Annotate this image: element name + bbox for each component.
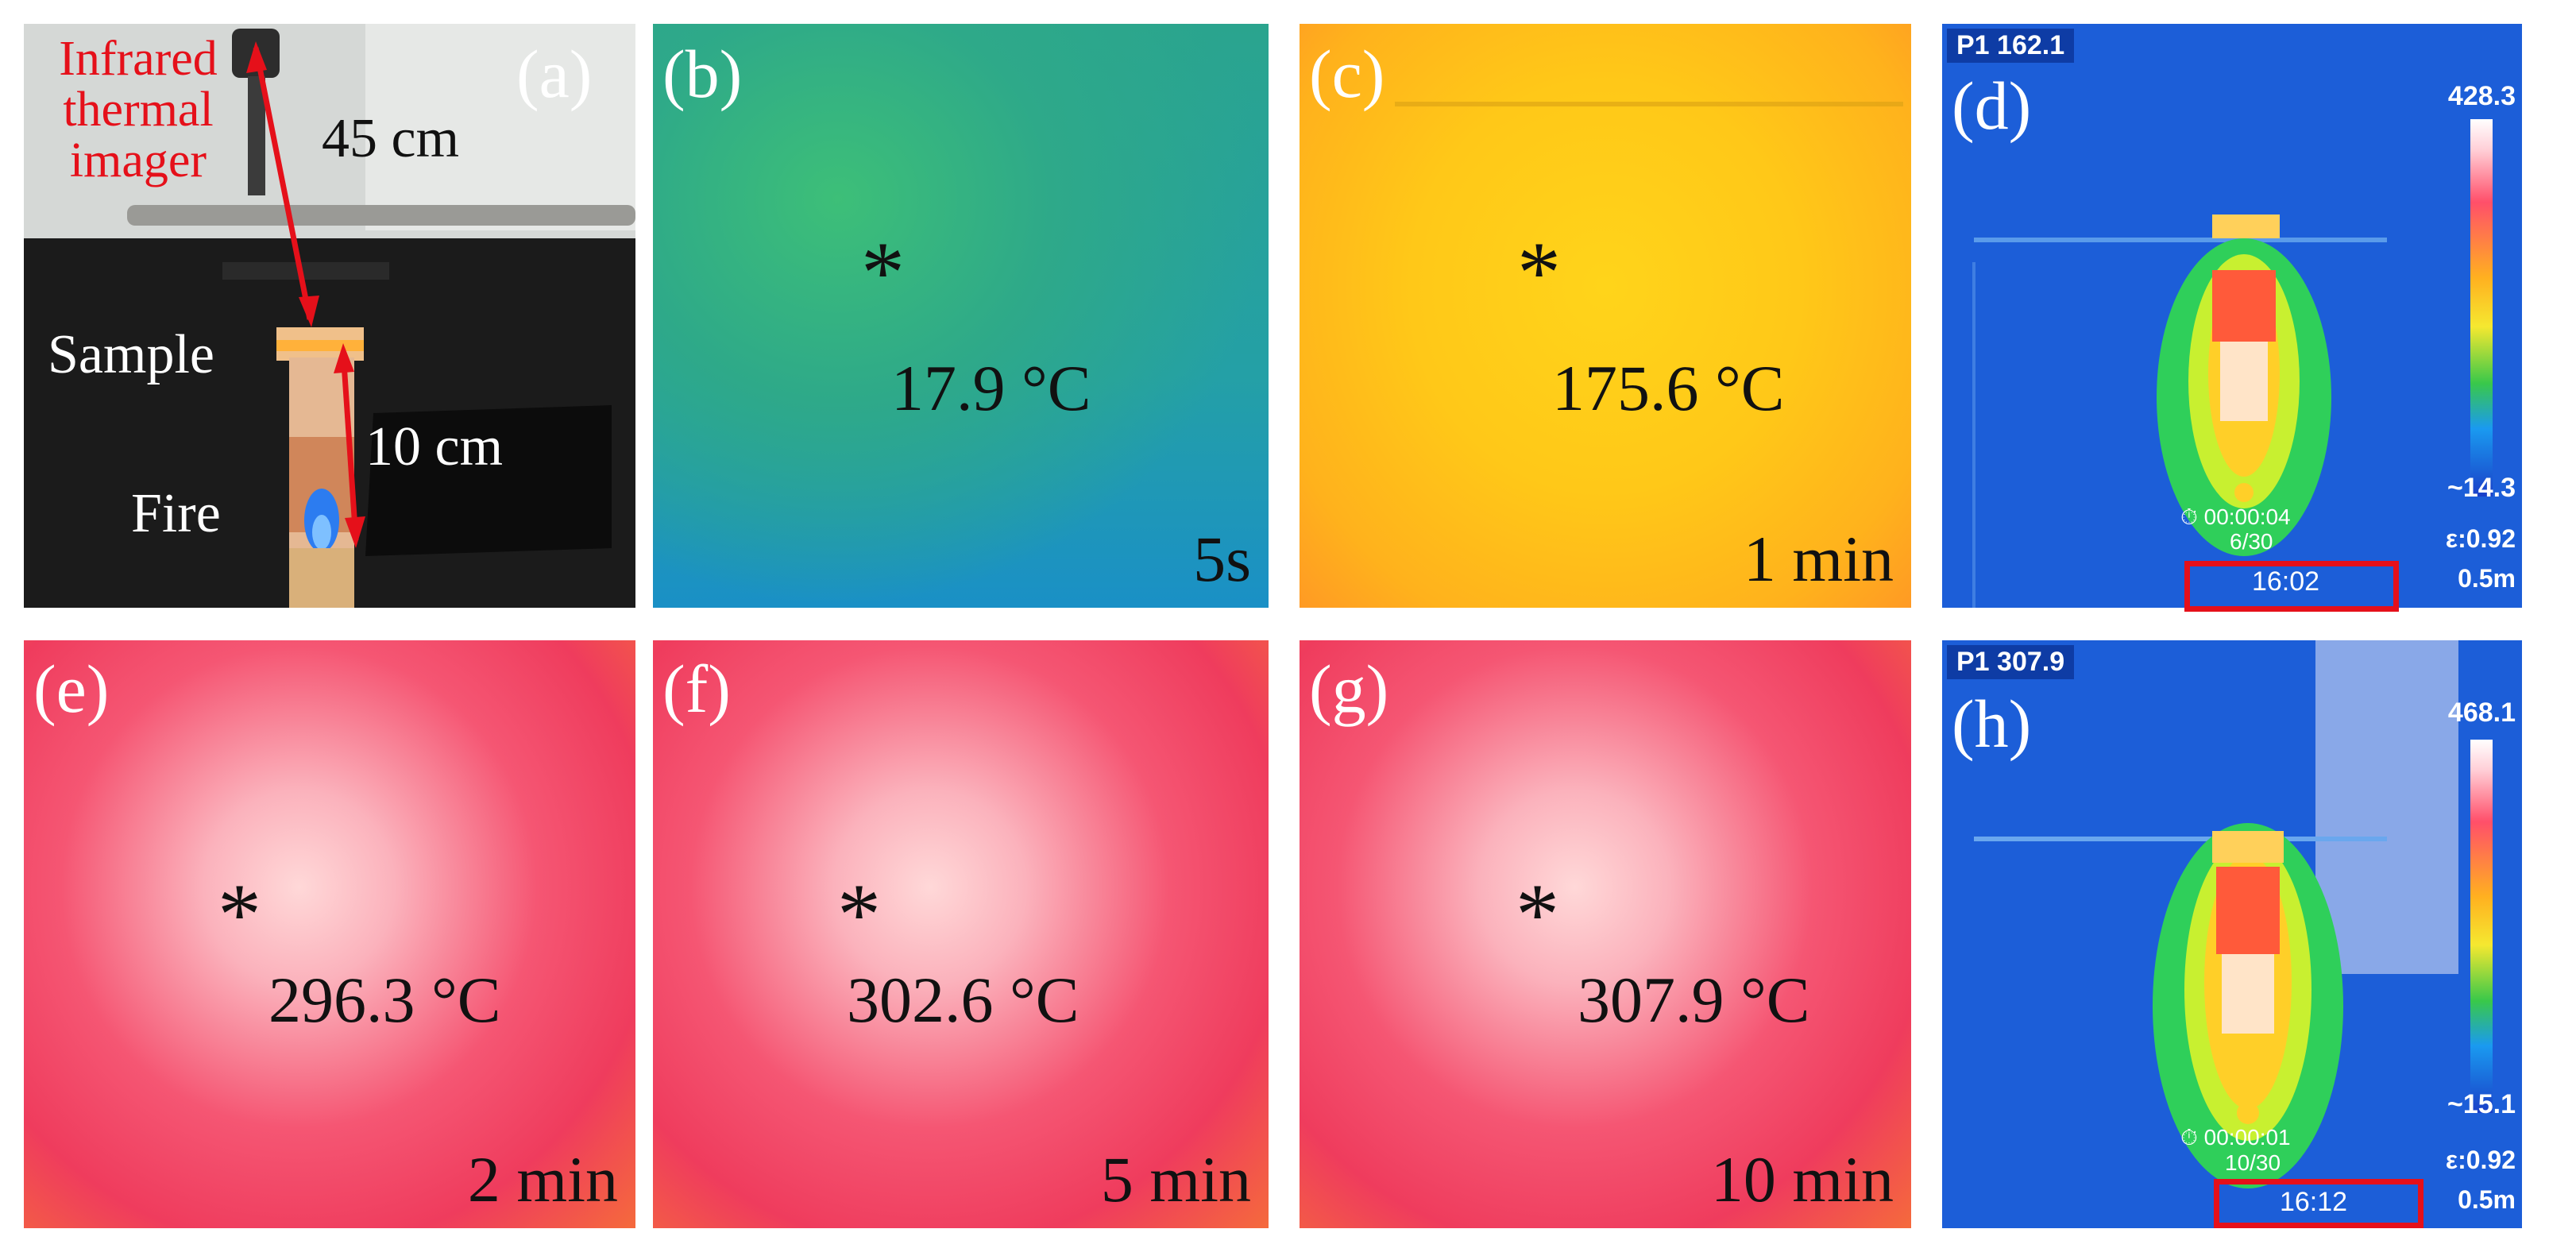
recording-timer: ⏱ 00:00:04 (2180, 504, 2291, 529)
panel-label: (f) (662, 651, 731, 727)
measurement-point-marker: * (1516, 866, 1559, 963)
temperature-colorbar (2470, 119, 2493, 497)
distance-setting-label: 0.5m (2458, 1185, 2516, 1214)
panel-label: (e) (33, 651, 110, 727)
frame-counter: 6/30 (2230, 529, 2273, 554)
temperature-readout: 307.9 °C (1578, 964, 1810, 1036)
elapsed-time: 2 min (467, 1143, 618, 1215)
panel-g-thermal-10min: (g) * 307.9 °C 10 min (1300, 640, 1911, 1228)
colorbar-max-label: 468.1 (2447, 698, 2516, 728)
panel-edge-line (1395, 102, 1903, 106)
imager-annotation-line-1: Infrared (59, 32, 218, 86)
measurement-point-marker: * (218, 866, 261, 963)
imager-annotation-line-3: imager (69, 133, 207, 187)
sample-label: Sample (48, 324, 214, 385)
imager-annotation-line-2: thermal (63, 83, 214, 137)
panel-f-thermal-5min: (f) * 302.6 °C 5 min (653, 640, 1269, 1228)
imager-annotation: Infrared thermal imager (35, 33, 241, 186)
ir-camera-heat-image (1942, 24, 2522, 608)
panel-h-ir-camera-screen: P1 307.9 (h) 468.1 ~15.1 ⏱ 00:00:01 10/3… (1942, 640, 2522, 1228)
panel-e-thermal-2min: (e) * 296.3 °C 2 min (24, 640, 635, 1228)
temperature-readout: 17.9 °C (891, 352, 1091, 424)
distance-10cm-label: 10 cm (365, 416, 504, 477)
emissivity-label: ε:0.92 (2445, 1146, 2516, 1174)
temperature-readout: 296.3 °C (268, 964, 501, 1036)
panel-label: (d) (1952, 68, 2032, 144)
measurement-point-marker: * (837, 866, 881, 963)
setup-photo-illustration (24, 24, 635, 608)
elapsed-time: 5 min (1100, 1143, 1251, 1215)
colorbar-min-label: ~15.1 (2447, 1089, 2516, 1119)
frame-counter: 10/30 (2225, 1150, 2281, 1175)
panel-a-setup-photo: (a) Infrared thermal imager 45 cm Sample… (24, 24, 635, 608)
elapsed-time: 1 min (1743, 523, 1894, 595)
ir-camera-heat-image (1942, 640, 2522, 1228)
temperature-readout: 175.6 °C (1552, 352, 1785, 424)
camera-clock: 16:12 (2279, 1187, 2348, 1217)
panel-label: (g) (1309, 651, 1389, 727)
spot-readout: P1 307.9 (1947, 645, 2075, 679)
elapsed-time: 10 min (1710, 1143, 1894, 1215)
panel-label: (b) (662, 36, 743, 112)
panel-b-thermal-5s: (b) * 17.9 °C 5s (653, 24, 1269, 608)
colorbar-min-label: ~14.3 (2447, 473, 2516, 503)
emissivity-label: ε:0.92 (2445, 524, 2516, 553)
panel-label: (h) (1952, 686, 2032, 762)
colorbar-max-label: 428.3 (2447, 81, 2516, 111)
measurement-point-marker: * (861, 224, 905, 321)
clock-highlight-box-h (2214, 1179, 2423, 1228)
temperature-readout: 302.6 °C (847, 964, 1079, 1036)
recording-timer: ⏱ 00:00:01 (2180, 1125, 2291, 1150)
clock-highlight-box-d (2184, 561, 2399, 612)
panel-label: (a) (516, 36, 593, 112)
measurement-point-marker: * (1517, 224, 1561, 321)
panel-d-ir-camera-screen: P1 162.1 (d) 428.3 ~14.3 ⏱ 00:00:04 6/30… (1942, 24, 2522, 608)
fire-label: Fire (131, 483, 221, 544)
spot-readout: P1 162.1 (1947, 29, 2075, 63)
distance-setting-label: 0.5m (2458, 564, 2516, 593)
distance-45cm-label: 45 cm (322, 108, 460, 169)
panel-label: (c) (1309, 36, 1385, 112)
elapsed-time: 5s (1193, 523, 1251, 595)
camera-clock: 16:02 (2251, 566, 2320, 597)
panel-c-thermal-1min: (c) * 175.6 °C 1 min (1300, 24, 1911, 608)
temperature-colorbar (2470, 740, 2493, 1113)
